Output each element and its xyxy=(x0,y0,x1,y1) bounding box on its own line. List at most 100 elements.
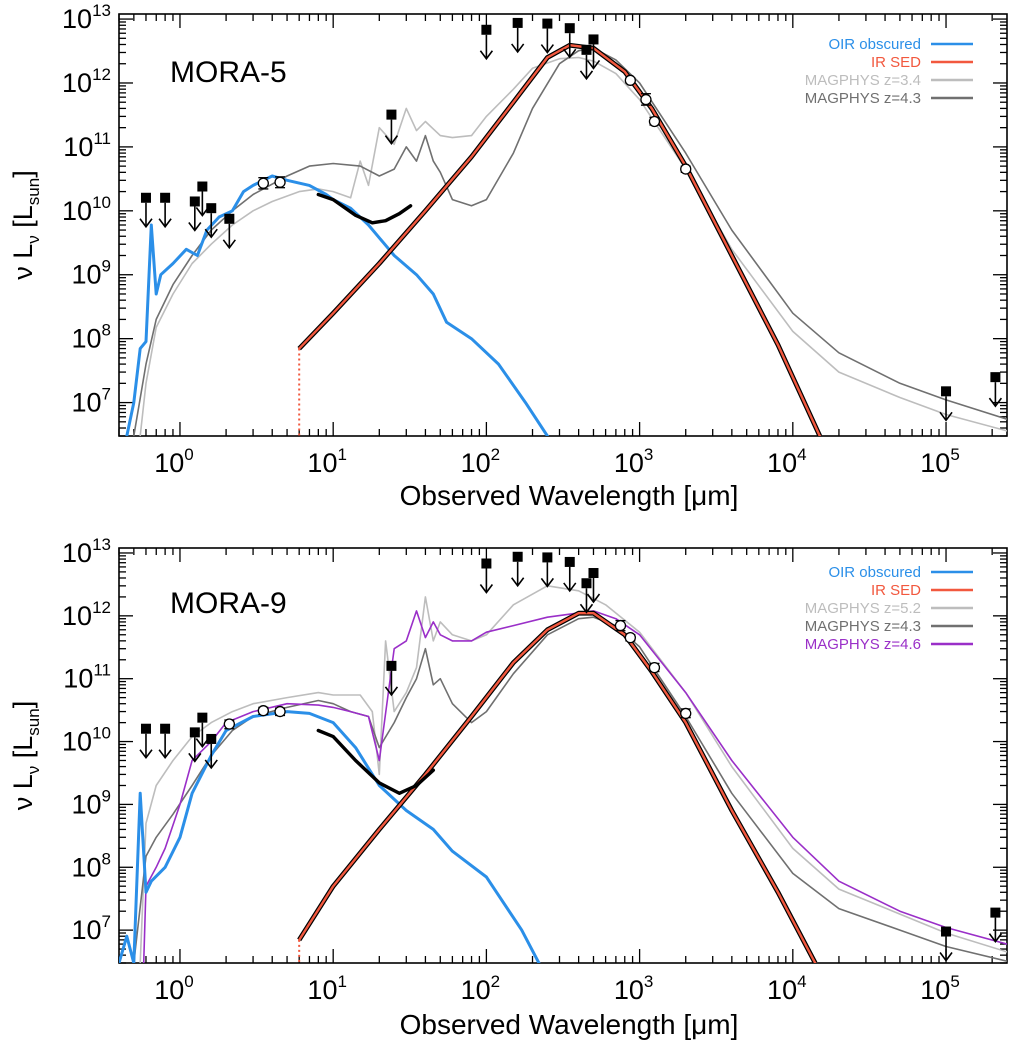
upper-limit-arrowhead xyxy=(988,933,1003,943)
detection-point xyxy=(680,163,692,175)
detection-point xyxy=(223,718,235,730)
upper-limit-arrowhead xyxy=(579,603,594,614)
series-ir-sed xyxy=(298,612,817,963)
y-tick-label: 108 xyxy=(71,849,111,882)
upper-limit-marker xyxy=(564,556,575,567)
upper-limit-marker xyxy=(481,558,492,569)
y-tick-label: 1013 xyxy=(62,535,111,568)
detection-point xyxy=(257,177,269,189)
upper-limit-marker xyxy=(160,723,171,734)
x-tick-label: 105 xyxy=(920,972,960,1005)
y-tick-label: 107 xyxy=(71,912,111,945)
detection-point xyxy=(274,176,286,188)
upper-limit-marker xyxy=(386,109,397,120)
x-tick-label: 105 xyxy=(920,445,960,478)
upper-limit-arrowhead xyxy=(540,44,555,54)
x-tick-label: 100 xyxy=(154,445,194,478)
upper-limit-arrowhead xyxy=(139,218,153,229)
upper-limit-marker xyxy=(941,386,952,397)
upper-limits xyxy=(139,551,1003,962)
upper-limit-marker xyxy=(542,18,553,29)
legend-label-magphys-z-4-6: MAGPHYS z=4.6 xyxy=(805,636,921,653)
upper-limit-marker xyxy=(197,712,208,723)
y-tick-label: 1013 xyxy=(62,1,111,34)
upper-limit-arrowhead xyxy=(586,59,601,70)
detection-point xyxy=(624,74,636,86)
upper-limit-arrowhead xyxy=(586,593,601,604)
upper-limit-marker xyxy=(481,24,492,35)
y-tick-label: 1011 xyxy=(63,129,111,162)
upper-limit-marker xyxy=(564,23,575,34)
detection-point xyxy=(648,115,661,128)
x-tick-label: 100 xyxy=(154,972,194,1005)
upper-limit-marker xyxy=(542,552,553,563)
upper-limit-marker xyxy=(581,578,592,589)
detection-point xyxy=(614,619,627,632)
upper-limit-arrowhead xyxy=(939,952,953,962)
x-axis-label: Observed Wavelength [μm] xyxy=(400,1009,739,1040)
series-ir-sed xyxy=(298,44,821,436)
upper-limit-arrowhead xyxy=(188,752,202,763)
upper-limit-marker xyxy=(189,196,200,207)
upper-limit-marker xyxy=(189,727,200,738)
series-ir-sed-outline xyxy=(297,42,822,436)
y-tick-label: 1012 xyxy=(62,65,111,98)
panel-title: MORA-9 xyxy=(170,587,287,620)
upper-limit-marker xyxy=(512,551,523,562)
upper-limit-marker xyxy=(990,372,1001,383)
y-axis-label: ν Lν [Lsun] xyxy=(8,701,43,811)
upper-limit-marker xyxy=(224,213,235,224)
series-magphys-z-4-6 xyxy=(142,610,1007,963)
detections xyxy=(257,74,692,190)
detection-point xyxy=(274,705,286,718)
upper-limit-marker xyxy=(588,34,599,45)
x-tick-label: 101 xyxy=(307,972,347,1005)
legend-label-magphys-z-3-4: MAGPHYS z=3.4 xyxy=(805,72,921,89)
detection-point xyxy=(680,707,692,720)
x-tick-label: 104 xyxy=(767,445,807,478)
upper-limit-arrowhead xyxy=(204,228,218,239)
legend-label-magphys-z-5-2: MAGPHYS z=5.2 xyxy=(805,600,921,617)
upper-limit-marker xyxy=(197,181,208,192)
x-axis: 100 101 102 103 104 105 xyxy=(118,14,993,478)
upper-limit-marker xyxy=(990,907,1001,918)
upper-limit-marker xyxy=(941,926,952,937)
y-axis: 107 108 109 1010 1011 1012 1013 xyxy=(62,535,1007,964)
upper-limit-arrowhead xyxy=(139,749,153,760)
upper-limit-arrowhead xyxy=(479,50,494,61)
upper-limit-marker xyxy=(206,733,217,744)
upper-limit-arrowhead xyxy=(540,577,555,588)
upper-limit-marker xyxy=(140,192,151,203)
y-axis: 107 108 109 1010 1011 1012 1013 xyxy=(62,1,1007,437)
panel-title: MORA-5 xyxy=(170,56,287,89)
upper-limit-arrowhead xyxy=(563,48,577,59)
upper-limit-arrowhead xyxy=(384,686,399,697)
upper-limit-marker xyxy=(512,17,523,28)
y-tick-label: 1011 xyxy=(63,661,111,694)
series-highlight xyxy=(316,192,413,225)
x-tick-label: 101 xyxy=(307,445,347,478)
panel-mora-9: 100 101 102 103 104 1051071081091010101110121… xyxy=(8,535,1008,1040)
y-tick-label: 108 xyxy=(71,321,111,354)
y-tick-label: 1012 xyxy=(62,598,111,631)
upper-limit-marker xyxy=(581,44,592,55)
upper-limit-marker xyxy=(588,568,599,579)
detection-point xyxy=(257,705,269,717)
upper-limit-marker xyxy=(386,660,397,671)
y-tick-label: 109 xyxy=(71,786,111,819)
data-layer xyxy=(119,585,1007,963)
upper-limit-arrowhead xyxy=(579,70,594,81)
upper-limit-arrowhead xyxy=(222,239,236,250)
series-magphys-z-4-3 xyxy=(133,616,1007,963)
y-tick-label: 1010 xyxy=(62,724,111,757)
upper-limit-arrowhead xyxy=(479,584,494,594)
legend-label-ir-sed: IR SED xyxy=(871,582,921,599)
upper-limit-arrowhead xyxy=(511,43,525,54)
upper-limit-arrowhead xyxy=(188,221,202,232)
series-highlight xyxy=(316,728,435,795)
legend-label-oir-obscured: OIR obscured xyxy=(828,564,921,581)
upper-limit-marker xyxy=(160,192,171,203)
